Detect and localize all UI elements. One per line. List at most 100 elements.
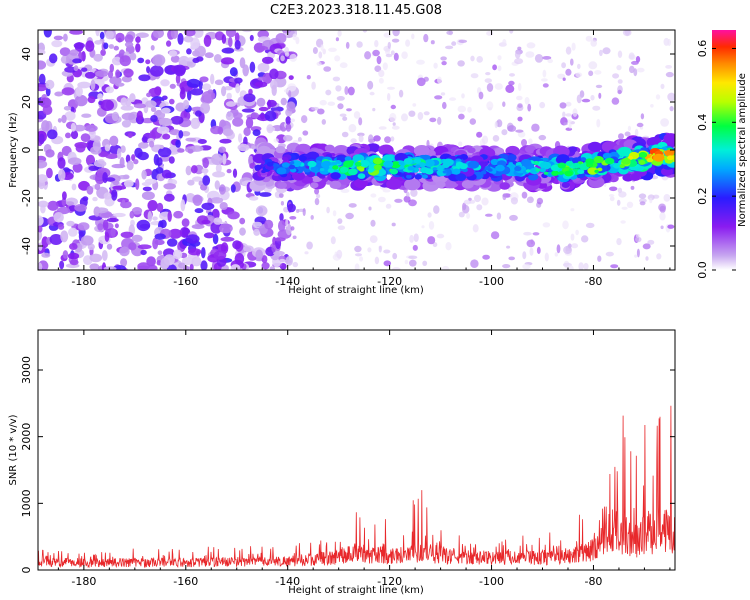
spectrogram-cell bbox=[279, 213, 284, 222]
spectrogram-cell bbox=[373, 157, 383, 165]
spectrogram-cell bbox=[565, 68, 572, 76]
spectrogram-cell bbox=[109, 135, 119, 147]
spectrogram-cell bbox=[269, 266, 276, 270]
spectrogram-cell bbox=[193, 30, 204, 38]
spectrogram-cell bbox=[135, 36, 141, 43]
spectrogram-cell bbox=[526, 196, 534, 204]
spectrogram-cell bbox=[67, 252, 80, 260]
spectrogram-cell bbox=[183, 35, 194, 43]
spectrogram-cell bbox=[253, 228, 261, 236]
spectrogram-cell bbox=[588, 61, 598, 70]
spectrogram-cell bbox=[42, 105, 53, 115]
spectrogram-cell bbox=[501, 129, 508, 136]
spectrogram-cell bbox=[585, 35, 593, 42]
spectrogram-cell bbox=[312, 47, 318, 54]
spectrogram-cell bbox=[38, 225, 43, 233]
spectrogram-cell bbox=[667, 38, 671, 47]
spectrogram-cell bbox=[655, 94, 661, 100]
spectrogram-cell bbox=[93, 160, 107, 168]
spectrogram-cell bbox=[307, 160, 317, 168]
spectrogram-cell bbox=[141, 169, 147, 180]
spectrogram-cell bbox=[63, 33, 68, 42]
spectrogram-cell bbox=[470, 259, 479, 269]
spectrogram-cell bbox=[234, 77, 243, 84]
spectrogram-cell bbox=[507, 154, 517, 161]
spectrogram-cell bbox=[428, 221, 435, 230]
spectrogram-cell bbox=[180, 86, 185, 95]
spectrogram-cell bbox=[168, 228, 183, 239]
x-tick-label: -100 bbox=[479, 575, 504, 588]
spectrogram-cell bbox=[219, 223, 233, 234]
spectrogram-cell bbox=[170, 55, 180, 63]
spectrogram-cell bbox=[213, 217, 223, 225]
spectrogram-cell bbox=[105, 177, 116, 182]
spectrogram-cell bbox=[502, 39, 507, 47]
spectrogram-cell bbox=[229, 67, 238, 77]
spectrogram-cell bbox=[348, 168, 358, 176]
spectrogram-cell bbox=[94, 40, 103, 45]
spectrogram-cell bbox=[575, 72, 583, 78]
spectrogram-cell bbox=[128, 242, 137, 251]
spectrogram-cell bbox=[510, 197, 518, 205]
spectrogram-cell bbox=[368, 206, 372, 211]
spectrogram-cell bbox=[256, 97, 266, 107]
spectrogram-cell bbox=[663, 133, 675, 144]
spectrogram-cell bbox=[102, 219, 109, 231]
spectrogram-cell bbox=[348, 124, 357, 133]
spectrogram-cell bbox=[666, 155, 674, 161]
spectrogram-cell bbox=[330, 236, 336, 245]
x-tick-label: -180 bbox=[71, 275, 96, 288]
spectrogram-cell bbox=[243, 127, 251, 137]
spectrogram-cell bbox=[401, 51, 408, 59]
spectrogram-cell bbox=[387, 86, 395, 90]
spectrogram-cell bbox=[378, 245, 382, 253]
spectrogram-cell bbox=[97, 223, 104, 231]
spectrogram-cell bbox=[421, 174, 428, 179]
spectrogram-cell bbox=[391, 38, 400, 43]
spectrogram-cell bbox=[280, 55, 285, 62]
spectrogram-cell bbox=[449, 97, 457, 101]
spectrogram-cell bbox=[147, 264, 158, 270]
spectrogram-cell bbox=[443, 158, 454, 167]
spectrogram-cell bbox=[87, 96, 96, 104]
spectrogram-cell bbox=[374, 40, 379, 48]
spectrogram-cell bbox=[442, 101, 447, 110]
spectrogram-cell bbox=[445, 242, 452, 251]
y-tick-label: 2000 bbox=[20, 423, 33, 451]
spectrogram-cell bbox=[105, 86, 115, 94]
spectrogram-cell bbox=[461, 93, 465, 99]
spectrogram-cell bbox=[627, 125, 632, 132]
spectrogram-cell bbox=[116, 148, 122, 160]
spectrogram-cell bbox=[532, 232, 540, 236]
spectrogram-cell bbox=[72, 58, 82, 64]
spectrogram-cell bbox=[337, 103, 344, 110]
spectrogram-cell bbox=[437, 116, 442, 125]
spectrogram-cell bbox=[249, 34, 254, 42]
spectrogram-cell bbox=[624, 131, 631, 137]
spectrogram-cell bbox=[517, 82, 522, 92]
spectrogram-cell bbox=[234, 32, 240, 42]
spectrogram-cell bbox=[156, 202, 164, 212]
spectrogram-cell bbox=[557, 73, 566, 80]
x-tick-label: -180 bbox=[71, 575, 96, 588]
spectrogram-cell bbox=[559, 102, 567, 109]
spectrogram-cell bbox=[406, 191, 410, 198]
spectrogram-cell bbox=[113, 212, 126, 218]
spectrogram-cell bbox=[228, 36, 233, 48]
spectrogram-cell bbox=[376, 55, 382, 65]
y-tick-label: 40 bbox=[20, 47, 33, 61]
spectrogram-cell bbox=[145, 100, 157, 108]
x-tick-label: -80 bbox=[584, 275, 602, 288]
spectrogram-cell bbox=[638, 193, 647, 199]
spectrogram-cell bbox=[155, 109, 162, 116]
spectrogram-cell bbox=[287, 203, 296, 213]
spectrogram-cell bbox=[502, 264, 511, 269]
spectrogram-cell bbox=[314, 198, 320, 206]
spectrogram-cell bbox=[521, 191, 528, 199]
spectrogram-cell bbox=[536, 246, 541, 254]
colorbar-tick-label: 0.4 bbox=[696, 114, 709, 132]
spectrogram-cell bbox=[358, 134, 364, 143]
spectrogram-cell bbox=[517, 116, 523, 122]
spectrogram-cell bbox=[38, 242, 43, 251]
spectrogram-cell bbox=[605, 251, 614, 257]
